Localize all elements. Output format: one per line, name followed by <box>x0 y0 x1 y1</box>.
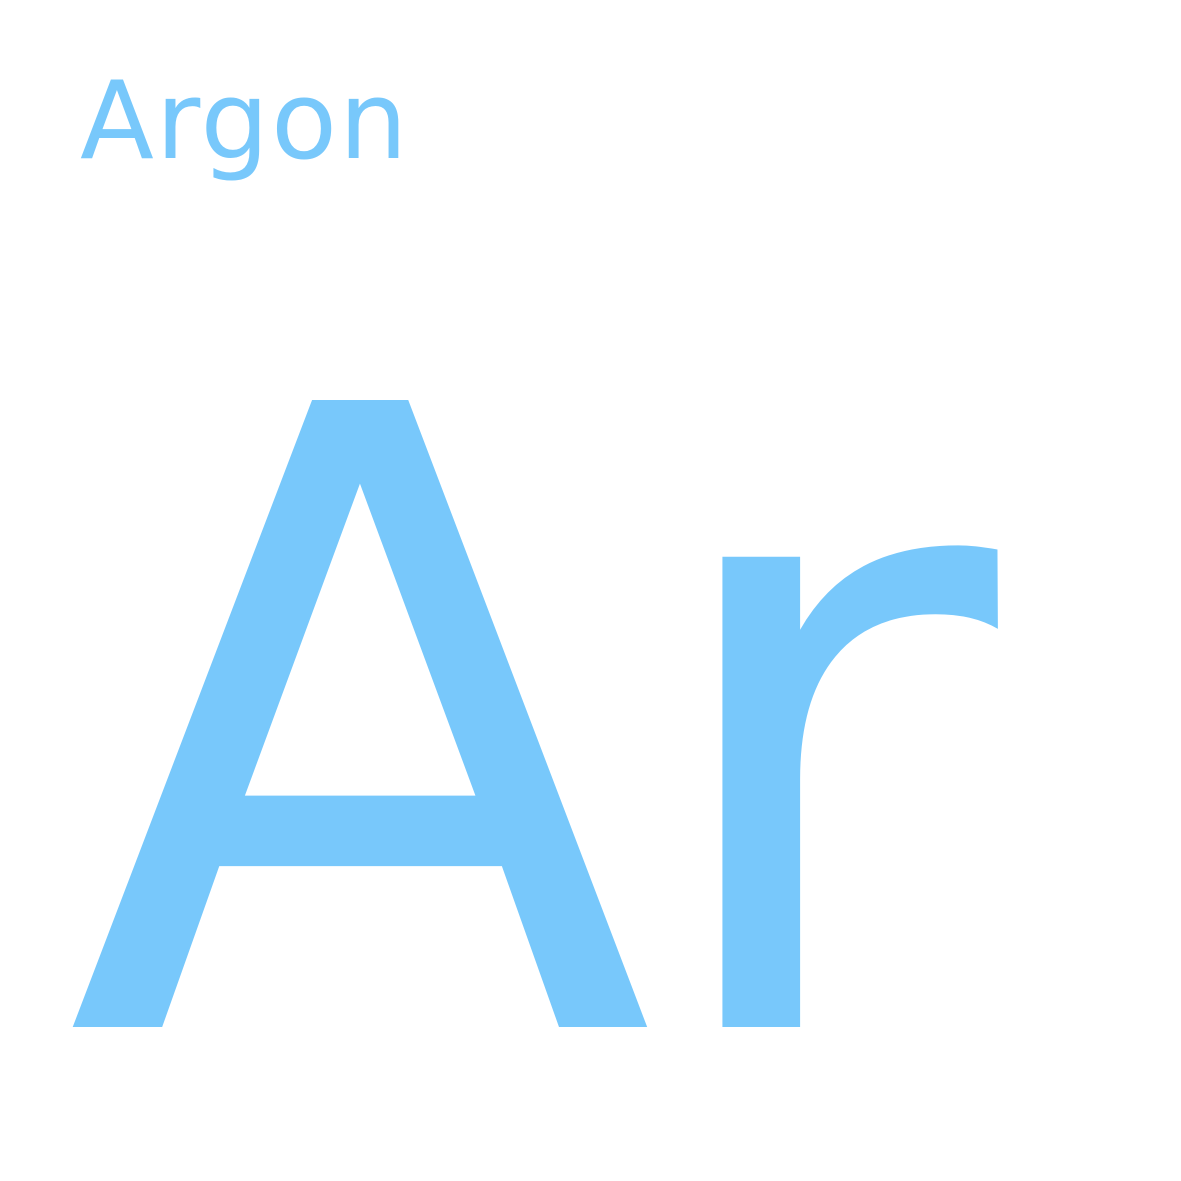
element-symbol: Ar <box>66 229 998 1181</box>
element-name: Argon <box>80 59 410 184</box>
